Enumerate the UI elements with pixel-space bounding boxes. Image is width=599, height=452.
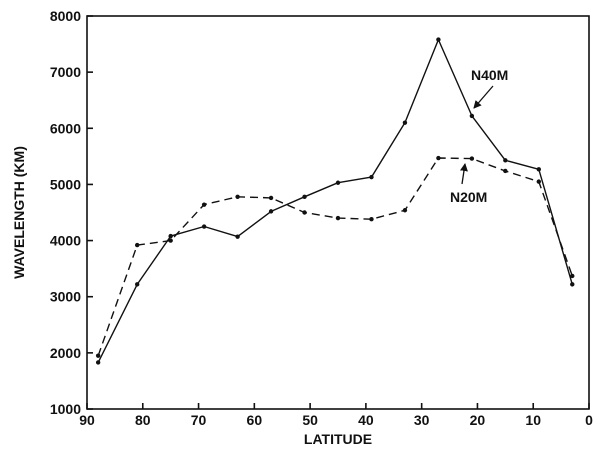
y-tick-label: 3000 (50, 289, 81, 305)
y-axis-title: WAVELENGTH (KM) (11, 146, 27, 279)
x-tick-label: 0 (585, 412, 593, 428)
data-point-n40m (503, 158, 508, 163)
series-line-n20m (97, 157, 573, 356)
x-tick-label: 60 (247, 412, 263, 428)
data-point-n40m (201, 224, 207, 229)
data-point-n20m (570, 273, 575, 279)
x-tick-label: 90 (79, 412, 95, 428)
data-point-n20m (469, 156, 475, 161)
data-point-n20m (369, 217, 374, 222)
y-tick-label: 1000 (50, 401, 81, 417)
annotation-layer: N40M N20M (450, 67, 508, 205)
data-point-n40m (469, 113, 475, 119)
data-point-n20m (536, 179, 541, 184)
data-point-n40m (168, 233, 173, 239)
data-point-n40m (402, 120, 408, 125)
data-point-n40m (95, 360, 101, 365)
y-tick-label: 6000 (50, 120, 81, 136)
annotation-label-n20m: N20M (450, 189, 487, 205)
y-tick-label: 5000 (50, 176, 81, 192)
data-point-n20m (335, 215, 341, 221)
data-point-n20m (235, 194, 240, 199)
plot-frame (86, 15, 590, 410)
series-line-n40m (97, 38, 573, 363)
data-point-n20m (168, 238, 173, 243)
annotation-arrow (460, 163, 468, 185)
data-point-n20m (302, 210, 307, 215)
x-tick-label: 70 (191, 412, 207, 428)
data-point-n40m (335, 180, 341, 185)
data-point-n40m (570, 282, 575, 287)
x-tick-label: 40 (358, 412, 374, 428)
y-tick-label: 7000 (50, 64, 81, 80)
data-point-n20m (436, 155, 441, 161)
series-layer (95, 37, 575, 365)
data-point-n20m (402, 208, 408, 213)
y-tick-label: 8000 (50, 8, 81, 24)
plot-axes: 1000 2000 3000 4000 5000 6000 7000 8000 90 80 70 60… (50, 8, 593, 428)
data-point-n20m (201, 202, 207, 207)
data-point-n40m (369, 174, 374, 180)
data-point-n40m (268, 209, 274, 214)
data-point-n20m (503, 168, 508, 174)
data-point-n20m (268, 195, 274, 201)
annotation-arrow (473, 85, 494, 109)
data-point-n20m (95, 353, 101, 358)
x-tick-label: 30 (414, 412, 430, 428)
y-tick-label: 2000 (50, 345, 81, 361)
data-point-n40m (135, 282, 140, 287)
x-tick-label: 10 (525, 412, 541, 428)
data-point-n40m (536, 167, 541, 172)
x-tick-label: 20 (470, 412, 486, 428)
x-tick-label: 80 (135, 412, 151, 428)
annotation-label-n40m: N40M (471, 67, 508, 83)
x-axis-title: LATITUDE (304, 431, 372, 447)
data-point-n40m (235, 234, 240, 239)
y-tick-label: 4000 (50, 233, 81, 249)
data-point-n20m (135, 242, 140, 248)
x-tick-label: 50 (302, 412, 318, 428)
data-point-n40m (302, 194, 307, 199)
data-point-n40m (436, 37, 441, 42)
